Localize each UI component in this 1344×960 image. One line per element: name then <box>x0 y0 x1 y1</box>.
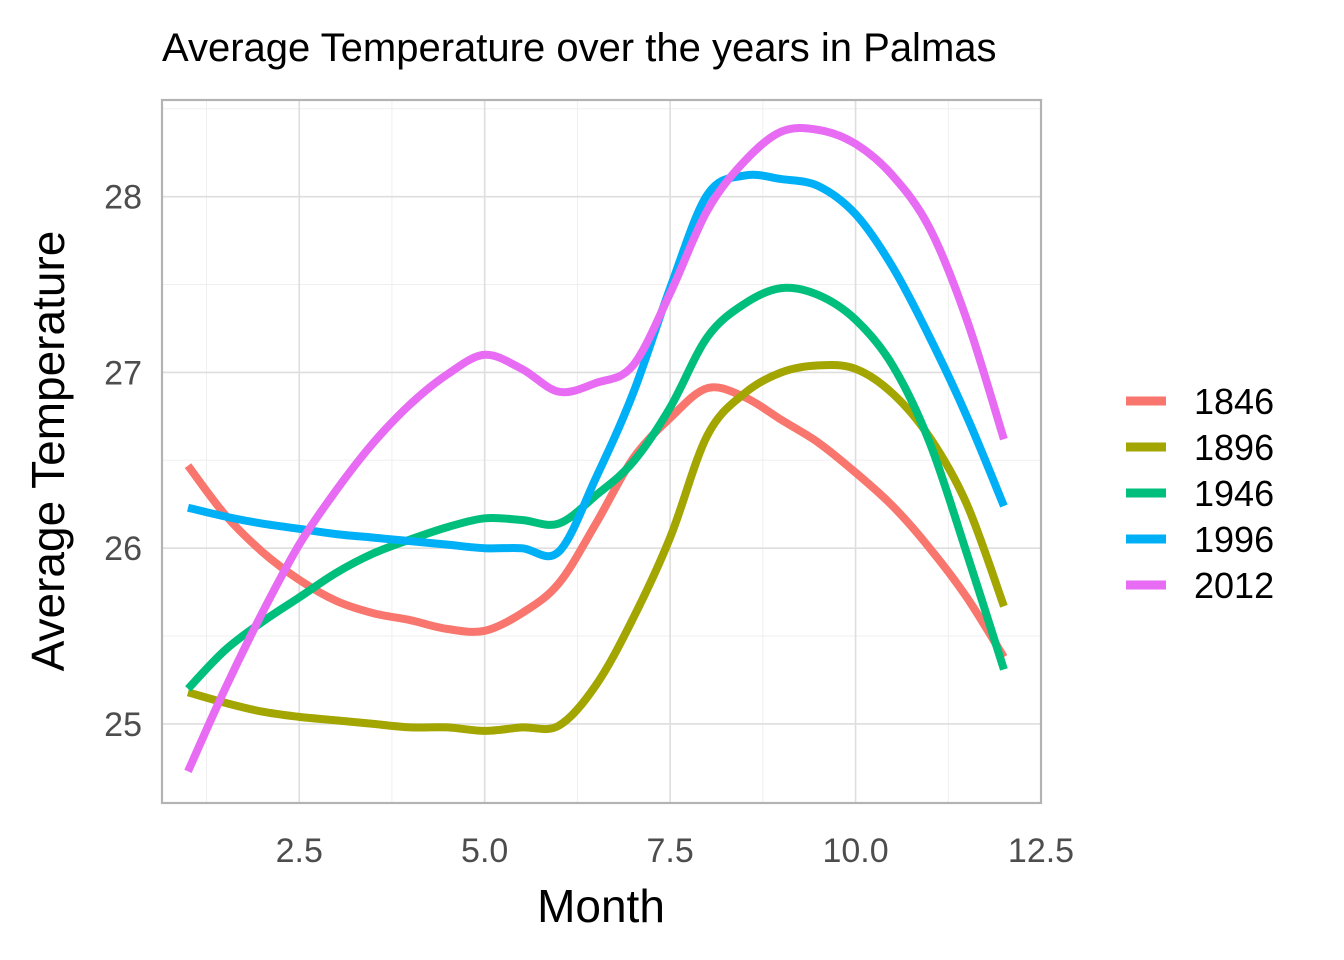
x-tick-label: 10.0 <box>822 832 888 870</box>
x-tick-label: 5.0 <box>461 832 508 870</box>
legend-label-2012: 2012 <box>1194 565 1274 606</box>
plot-grid <box>162 100 1042 803</box>
legend-label-1996: 1996 <box>1194 519 1274 560</box>
legend-label-1896: 1896 <box>1194 427 1274 468</box>
y-tick-label: 28 <box>104 179 142 217</box>
series-line-1846 <box>184 383 1008 660</box>
x-tick-label: 12.5 <box>1008 832 1074 870</box>
legend-label-1846: 1846 <box>1194 381 1274 422</box>
y-tick-label: 27 <box>104 354 142 392</box>
x-tick-label: 7.5 <box>646 832 693 870</box>
series-line-1946 <box>185 283 1008 692</box>
y-tick-label: 25 <box>104 706 142 744</box>
plot-panel-border <box>160 98 1043 805</box>
series-line-1896 <box>186 361 1008 735</box>
legend-label-1946: 1946 <box>1194 473 1274 514</box>
series-line-2012 <box>184 124 1008 774</box>
y-tick-label: 26 <box>104 530 142 568</box>
chart-title: Average Temperature over the years in Pa… <box>162 26 997 70</box>
x-axis-ticks: 2.5 5.0 7.5 10.0 12.5 <box>276 832 1074 870</box>
series-line-1996 <box>187 170 1008 561</box>
legend: 1846 1896 1946 1996 2012 <box>1126 381 1274 606</box>
series-lines <box>184 124 1008 774</box>
y-axis-ticks: 25 26 27 28 <box>104 179 142 744</box>
x-axis-title: Month <box>537 880 665 932</box>
y-axis-title: Average Temperature <box>22 231 74 672</box>
x-tick-label: 2.5 <box>276 832 323 870</box>
